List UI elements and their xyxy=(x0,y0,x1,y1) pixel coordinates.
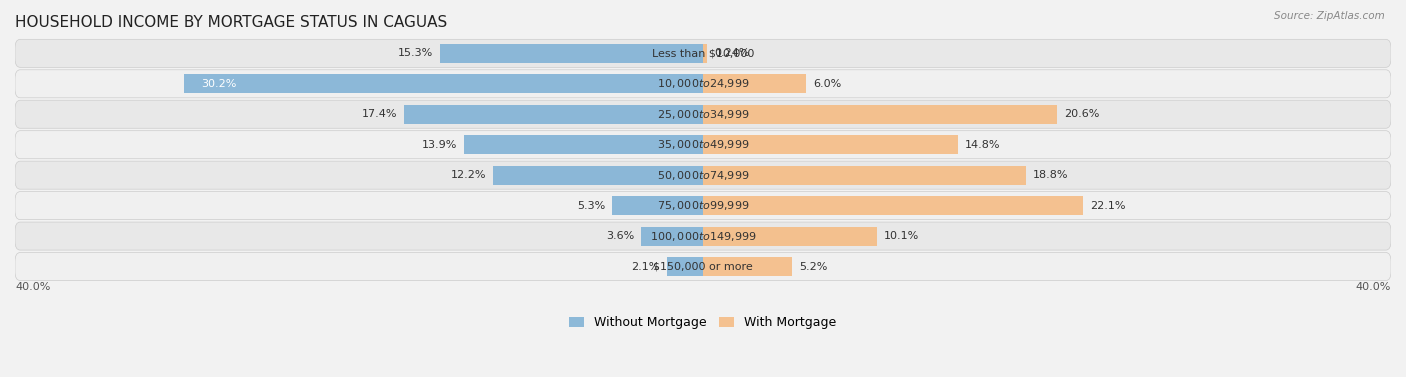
FancyBboxPatch shape xyxy=(15,192,1391,220)
Text: Source: ZipAtlas.com: Source: ZipAtlas.com xyxy=(1274,11,1385,21)
Bar xyxy=(666,257,703,276)
Text: 40.0%: 40.0% xyxy=(15,282,51,292)
Text: $150,000 or more: $150,000 or more xyxy=(654,262,752,271)
Bar xyxy=(703,105,1057,124)
Text: $35,000 to $49,999: $35,000 to $49,999 xyxy=(657,138,749,151)
Text: 6.0%: 6.0% xyxy=(813,79,841,89)
Bar xyxy=(703,166,1026,185)
Text: 17.4%: 17.4% xyxy=(361,109,396,119)
Bar xyxy=(184,74,703,93)
Bar xyxy=(703,135,957,154)
Bar xyxy=(703,196,1083,215)
Text: 2.1%: 2.1% xyxy=(631,262,659,271)
FancyBboxPatch shape xyxy=(15,70,1391,98)
Bar xyxy=(494,166,703,185)
Text: 5.3%: 5.3% xyxy=(576,201,605,211)
Text: 15.3%: 15.3% xyxy=(398,48,433,58)
Text: 40.0%: 40.0% xyxy=(1355,282,1391,292)
Bar xyxy=(612,196,703,215)
FancyBboxPatch shape xyxy=(15,222,1391,250)
Text: 3.6%: 3.6% xyxy=(606,231,634,241)
Text: 14.8%: 14.8% xyxy=(965,140,1000,150)
Text: $75,000 to $99,999: $75,000 to $99,999 xyxy=(657,199,749,212)
Bar xyxy=(703,257,793,276)
FancyBboxPatch shape xyxy=(15,253,1391,280)
Bar xyxy=(641,227,703,245)
Bar xyxy=(703,227,877,245)
Text: Less than $10,000: Less than $10,000 xyxy=(652,48,754,58)
Text: 0.24%: 0.24% xyxy=(714,48,749,58)
Text: 30.2%: 30.2% xyxy=(201,79,236,89)
Text: $10,000 to $24,999: $10,000 to $24,999 xyxy=(657,77,749,90)
Bar xyxy=(464,135,703,154)
Text: $100,000 to $149,999: $100,000 to $149,999 xyxy=(650,230,756,242)
Text: 10.1%: 10.1% xyxy=(883,231,920,241)
Text: $50,000 to $74,999: $50,000 to $74,999 xyxy=(657,169,749,182)
Text: 13.9%: 13.9% xyxy=(422,140,457,150)
Bar xyxy=(440,44,703,63)
Legend: Without Mortgage, With Mortgage: Without Mortgage, With Mortgage xyxy=(569,316,837,329)
Text: 22.1%: 22.1% xyxy=(1090,201,1125,211)
Text: 18.8%: 18.8% xyxy=(1033,170,1069,180)
FancyBboxPatch shape xyxy=(15,131,1391,159)
Text: 20.6%: 20.6% xyxy=(1064,109,1099,119)
Bar xyxy=(703,44,707,63)
FancyBboxPatch shape xyxy=(15,161,1391,189)
Text: HOUSEHOLD INCOME BY MORTGAGE STATUS IN CAGUAS: HOUSEHOLD INCOME BY MORTGAGE STATUS IN C… xyxy=(15,15,447,30)
FancyBboxPatch shape xyxy=(15,100,1391,128)
Text: $25,000 to $34,999: $25,000 to $34,999 xyxy=(657,108,749,121)
Text: 5.2%: 5.2% xyxy=(800,262,828,271)
FancyBboxPatch shape xyxy=(15,39,1391,67)
Bar xyxy=(404,105,703,124)
Text: 12.2%: 12.2% xyxy=(451,170,486,180)
Bar xyxy=(703,74,806,93)
